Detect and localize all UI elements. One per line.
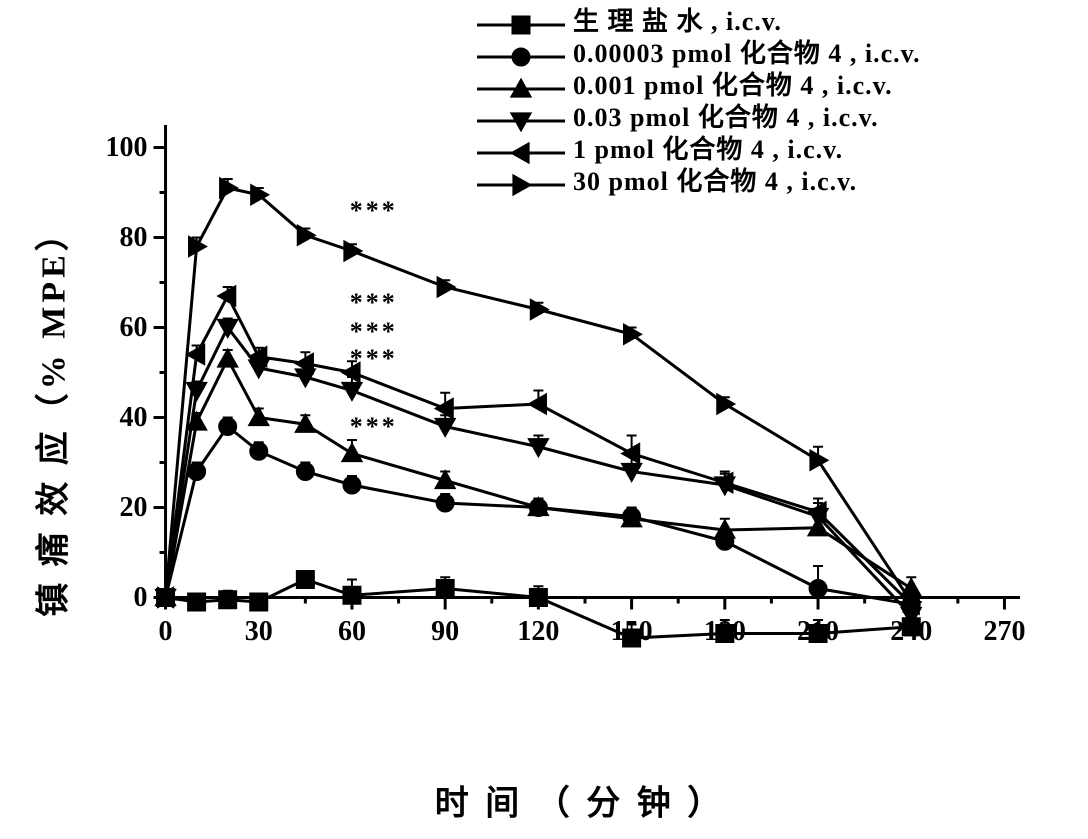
x-tick-label: 270	[983, 616, 1025, 648]
significance-marker: ***	[350, 288, 398, 318]
x-tick-label: 90	[431, 616, 459, 648]
legend-item: 生 理 盐 水 , i.c.v.	[475, 5, 921, 39]
legend-label: 1 pmol 化合物 4 , i.c.v.	[573, 133, 843, 167]
legend-item: 0.03 pmol 化合物 4 , i.c.v.	[475, 101, 921, 135]
y-tick-label: 60	[120, 312, 148, 344]
legend-label: 0.03 pmol 化合物 4 , i.c.v.	[573, 101, 879, 135]
x-tick-label: 240	[890, 616, 932, 648]
legend-item: 30 pmol 化合物 4 , i.c.v.	[475, 165, 921, 199]
legend-marker	[475, 171, 567, 193]
significance-marker: ***	[350, 196, 398, 226]
legend-item: 0.001 pmol 化合物 4 , i.c.v.	[475, 69, 921, 103]
legend-item: 0.00003 pmol 化合物 4 , i.c.v.	[475, 37, 921, 71]
legend-marker	[475, 75, 567, 97]
y-tick-label: 40	[120, 402, 148, 434]
x-tick-label: 210	[797, 616, 839, 648]
x-tick-label: 30	[245, 616, 273, 648]
y-tick-label: 100	[106, 132, 148, 164]
legend-marker	[475, 43, 567, 65]
y-axis-label: 镇 痛 效 应（% MPE）	[26, 213, 75, 617]
legend-marker	[475, 107, 567, 129]
chart-container: 镇 痛 效 应（% MPE） 时 间 （ 分 钟 ） 生 理 盐 水 , i.c…	[0, 0, 1088, 839]
legend-marker	[475, 139, 567, 161]
x-tick-label: 120	[517, 616, 559, 648]
y-tick-label: 80	[120, 222, 148, 254]
x-tick-label: 150	[611, 616, 653, 648]
legend: 生 理 盐 水 , i.c.v.0.00003 pmol 化合物 4 , i.c…	[475, 5, 921, 197]
significance-marker: ***	[350, 412, 398, 442]
legend-label: 30 pmol 化合物 4 , i.c.v.	[573, 165, 857, 199]
x-tick-label: 60	[338, 616, 366, 648]
legend-label: 生 理 盐 水 , i.c.v.	[573, 5, 782, 39]
legend-label: 0.001 pmol 化合物 4 , i.c.v.	[573, 69, 893, 103]
legend-item: 1 pmol 化合物 4 , i.c.v.	[475, 133, 921, 167]
x-tick-label: 180	[704, 616, 746, 648]
legend-label: 0.00003 pmol 化合物 4 , i.c.v.	[573, 37, 921, 71]
y-tick-label: 0	[134, 582, 148, 614]
significance-marker: ***	[350, 317, 398, 347]
x-axis-label: 时 间 （ 分 钟 ）	[435, 776, 726, 825]
y-tick-label: 20	[120, 492, 148, 524]
legend-marker	[475, 11, 567, 33]
x-tick-label: 0	[159, 616, 173, 648]
significance-marker: ***	[350, 344, 398, 374]
